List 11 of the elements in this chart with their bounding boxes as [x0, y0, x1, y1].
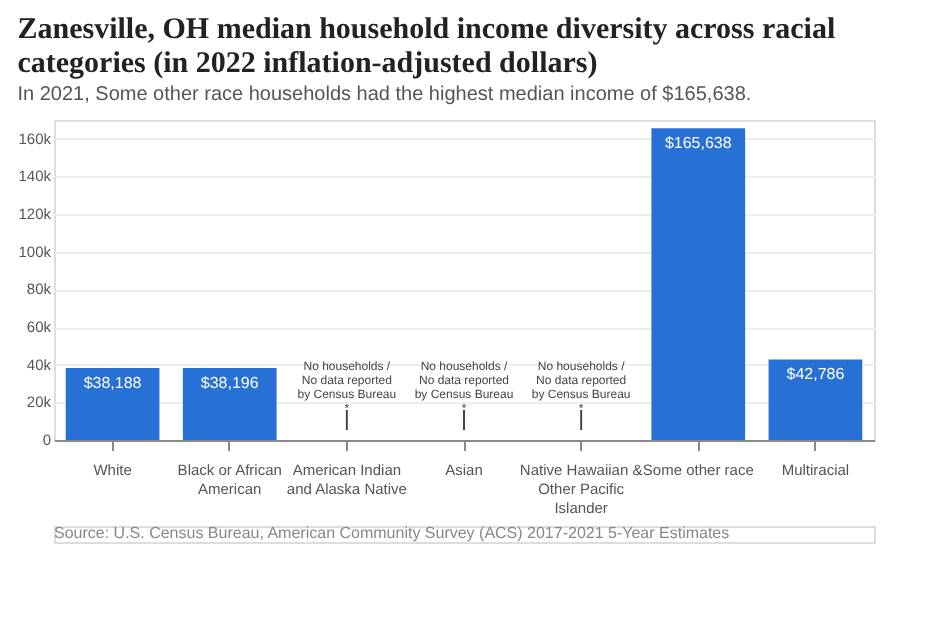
chart-subtitle: In 2021, Some other race households had the highest median income of $165,638. — [17, 84, 752, 106]
data-label: $165,638 — [664, 134, 733, 153]
data-label: $38,188 — [83, 374, 143, 393]
data-label: $38,196 — [200, 374, 260, 393]
bar — [651, 128, 746, 440]
bar — [65, 368, 160, 440]
source-note: Source: U.S. Census Bureau, American Community Survey (ACS) 2017-2021 5-Year Estimates — [54, 524, 730, 542]
data-label: $42,786 — [786, 365, 846, 384]
chart-title: Zanesville, OH median household income diversity across racial categories (in 2022 inflation-adjusted dollars) — [17, 14, 836, 80]
bar — [768, 359, 863, 440]
bar — [182, 368, 277, 440]
